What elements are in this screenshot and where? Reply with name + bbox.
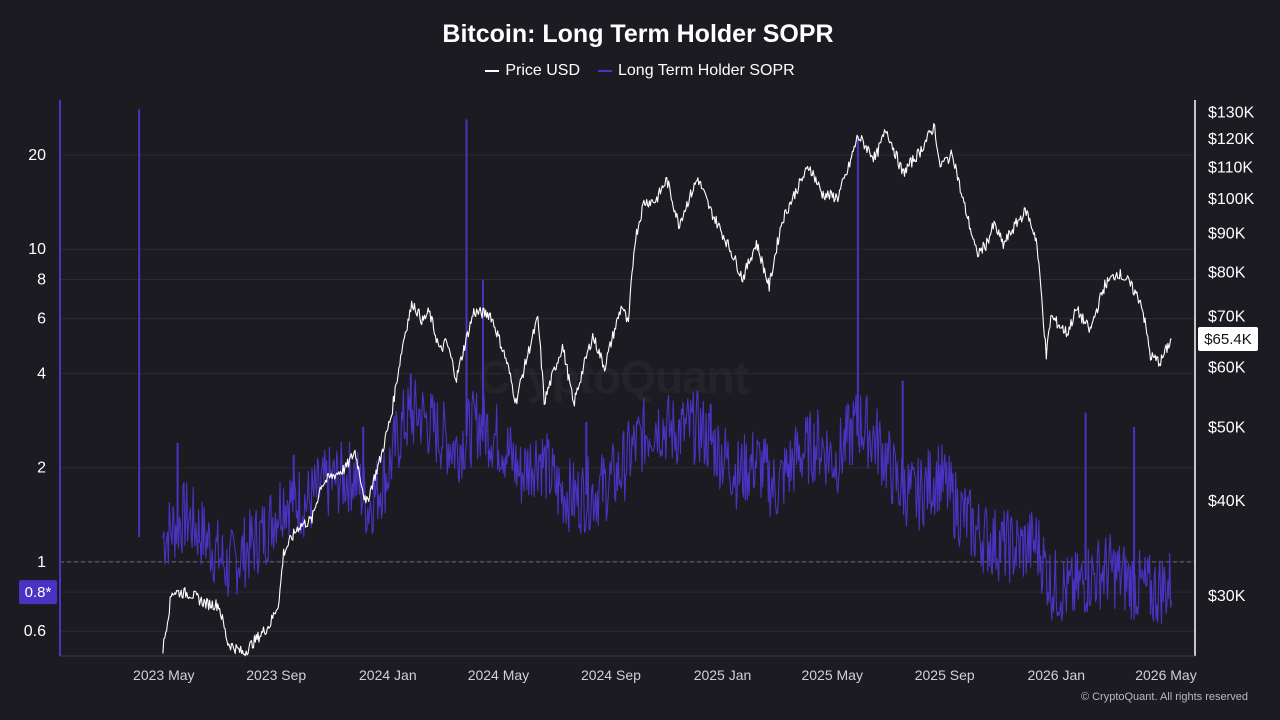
left-tick-label: 1 <box>37 554 46 571</box>
sopr-line[interactable] <box>162 379 1173 625</box>
x-tick-label: 2025 Sep <box>915 667 975 683</box>
left-tick-label: 20 <box>28 147 46 164</box>
x-tick-label: 2025 May <box>801 667 862 683</box>
left-tick-label: 4 <box>37 366 46 383</box>
right-tick-label: $60K <box>1208 359 1246 376</box>
x-tick-label: 2025 Jan <box>694 667 752 683</box>
x-tick-label: 2024 Sep <box>581 667 641 683</box>
left-tick-label: 2 <box>37 460 46 477</box>
right-tick-label: $110K <box>1208 160 1253 177</box>
legend-label-price: Price USD <box>505 62 580 79</box>
right-tick-label: $120K <box>1208 131 1255 148</box>
right-tick-label: $30K <box>1208 588 1246 605</box>
current-price-label: $65.4K <box>1204 331 1252 348</box>
chart-title: Bitcoin: Long Term Holder SOPR <box>442 20 834 48</box>
right-tick-label: $50K <box>1208 419 1246 436</box>
left-tick-label: 0.6 <box>24 623 46 640</box>
sopr-marker-label: 0.8* <box>25 584 52 601</box>
x-tick-label: 2024 Jan <box>359 667 417 683</box>
right-tick-label: $80K <box>1208 265 1246 282</box>
legend-swatch-sopr <box>598 70 612 72</box>
right-tick-label: $90K <box>1208 226 1246 243</box>
x-tick-label: 2026 May <box>1135 667 1196 683</box>
legend-item-price[interactable]: Price USD <box>485 62 580 80</box>
legend-swatch-price <box>485 70 500 72</box>
legend-label-sopr: Long Term Holder SOPR <box>618 62 795 79</box>
copyright-credit: © CryptoQuant. All rights reserved <box>1080 691 1248 703</box>
right-tick-label: $40K <box>1208 493 1246 510</box>
x-tick-label: 2024 May <box>468 667 529 683</box>
left-tick-label: 8 <box>37 271 46 288</box>
right-tick-label: $130K <box>1208 104 1255 121</box>
left-tick-label: 6 <box>37 311 46 328</box>
current-price-badge <box>1198 326 1258 351</box>
right-tick-label: $70K <box>1208 309 1246 326</box>
legend-item-sopr[interactable]: Long Term Holder SOPR <box>598 62 795 80</box>
x-tick-label: 2026 Jan <box>1027 667 1085 683</box>
price-line[interactable] <box>162 122 1172 657</box>
left-tick-label: 10 <box>28 241 46 258</box>
x-tick-label: 2023 May <box>133 667 194 683</box>
x-tick-label: 2023 Sep <box>246 667 306 683</box>
legend: Price USD Long Term Holder SOPR <box>0 62 1280 80</box>
right-tick-label: $100K <box>1208 191 1255 208</box>
sopr-marker-badge <box>19 580 57 605</box>
